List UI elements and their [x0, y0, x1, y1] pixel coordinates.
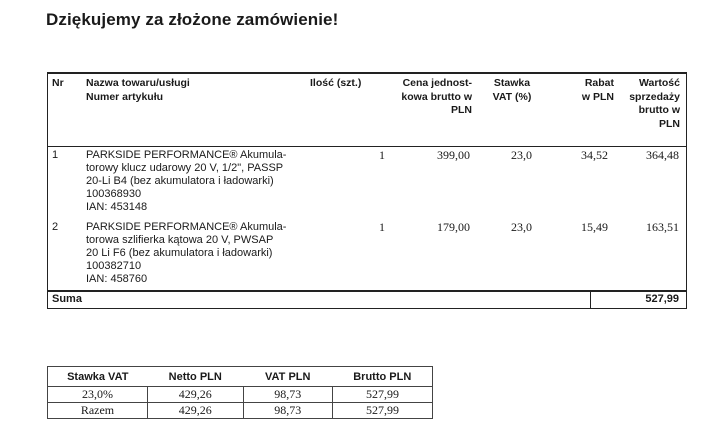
vat-header-net: Netto PLN	[147, 366, 243, 387]
header-name-line2: Numer artykułu	[86, 90, 164, 103]
header-price-line2: kowa brutto w	[401, 90, 472, 103]
item-vat: 23,0	[511, 148, 532, 162]
vat-rate-cell: 23,0%	[47, 386, 148, 403]
item-qty: 1	[379, 148, 385, 162]
vat-amount-cell: 98,73	[242, 402, 333, 419]
header-name: Nazwa towaru/usługi Numer artykułu	[86, 77, 190, 104]
header-vat-line1: Stawka	[493, 77, 531, 89]
table-row: 2 PARKSIDE PERFORMANCE® Akumula- torowa …	[48, 219, 686, 290]
header-discount-line2: w PLN	[581, 90, 614, 103]
item-value: 163,51	[646, 220, 679, 234]
item-qty: 1	[379, 220, 385, 234]
item-value: 364,48	[646, 148, 679, 162]
vat-summary-table: Stawka VAT Netto PLN VAT PLN Brutto PLN …	[47, 366, 433, 419]
header-price-line3: PLN	[451, 104, 472, 116]
order-table: Nr Nazwa towaru/usługi Numer artykułu Il…	[47, 72, 687, 309]
header-value-line2: sprzedaży	[629, 90, 680, 103]
item-price: 399,00	[437, 148, 470, 162]
item-desc-line: 20 Li F6 (bez akumulatora i ładowarki)	[86, 247, 273, 259]
vat-amount-cell: 98,73	[242, 386, 333, 403]
item-discount: 15,49	[581, 220, 608, 234]
header-price-line1: Cena jednost-	[402, 77, 472, 89]
header-value-line3: brutto w	[638, 104, 680, 116]
item-article-number: 100368930	[86, 188, 142, 200]
sum-row: Suma 527,99	[48, 290, 686, 308]
header-value-line4: PLN	[659, 117, 680, 130]
sum-value: 527,99	[645, 293, 679, 305]
item-nr: 1	[52, 149, 59, 161]
sum-label: Suma	[52, 293, 82, 305]
vat-header-rate: Stawka VAT	[47, 366, 148, 387]
item-vat: 23,0	[511, 220, 532, 234]
header-vat: Stawka VAT (%)	[482, 77, 542, 104]
item-ian: IAN: 458760	[86, 273, 148, 285]
header-price: Cena jednost- kowa brutto w PLN	[380, 77, 472, 118]
sum-divider	[590, 292, 591, 308]
vat-header-gross: Brutto PLN	[332, 366, 433, 387]
item-article-number: 100382710	[86, 260, 142, 272]
vat-net-cell: 429,26	[147, 402, 244, 419]
item-ian: IAN: 453148	[86, 201, 148, 213]
item-description: PARKSIDE PERFORMANCE® Akumula- torowy kl…	[86, 149, 316, 214]
header-vat-line2: VAT (%)	[492, 90, 532, 103]
header-name-line1: Nazwa towaru/usługi	[86, 77, 190, 89]
vat-table-header: Stawka VAT Netto PLN VAT PLN Brutto PLN	[47, 366, 433, 387]
vat-net-cell: 429,26	[147, 386, 244, 403]
item-desc-line: PARKSIDE PERFORMANCE® Akumula-	[86, 149, 287, 161]
table-row: 1 PARKSIDE PERFORMANCE® Akumula- torowy …	[48, 147, 686, 219]
header-nr: Nr	[52, 77, 64, 89]
header-discount: Rabat w PLN	[562, 77, 614, 104]
header-discount-line1: Rabat	[584, 77, 614, 89]
item-nr: 2	[52, 221, 59, 233]
item-price: 179,00	[437, 220, 470, 234]
item-description: PARKSIDE PERFORMANCE® Akumula- torowa sz…	[86, 221, 316, 286]
page-title: Dziękujemy za złożone zamówienie!	[46, 10, 339, 29]
item-desc-line: torowy klucz udarowy 20 V, 1/2", PASSP	[86, 162, 284, 174]
item-desc-line: torowa szlifierka kątowa 20 V, PWSAP	[86, 234, 274, 246]
table-row: Razem 429,26 98,73 527,99	[47, 402, 433, 419]
vat-header-vat: VAT PLN	[243, 366, 333, 387]
item-desc-line: 20-Li B4 (bez akumulatora i ładowarki)	[86, 175, 274, 187]
header-value: Wartość sprzedaży brutto w PLN	[618, 77, 680, 131]
item-desc-line: PARKSIDE PERFORMANCE® Akumula-	[86, 221, 287, 233]
order-table-header: Nr Nazwa towaru/usługi Numer artykułu Il…	[48, 74, 686, 147]
header-value-line1: Wartość	[638, 77, 680, 89]
table-row: 23,0% 429,26 98,73 527,99	[47, 386, 433, 403]
vat-gross-cell: 527,99	[332, 402, 433, 419]
vat-rate-cell: Razem	[47, 402, 148, 419]
vat-gross-cell: 527,99	[332, 386, 433, 403]
header-qty: Ilość (szt.)	[310, 77, 362, 89]
item-discount: 34,52	[581, 148, 608, 162]
